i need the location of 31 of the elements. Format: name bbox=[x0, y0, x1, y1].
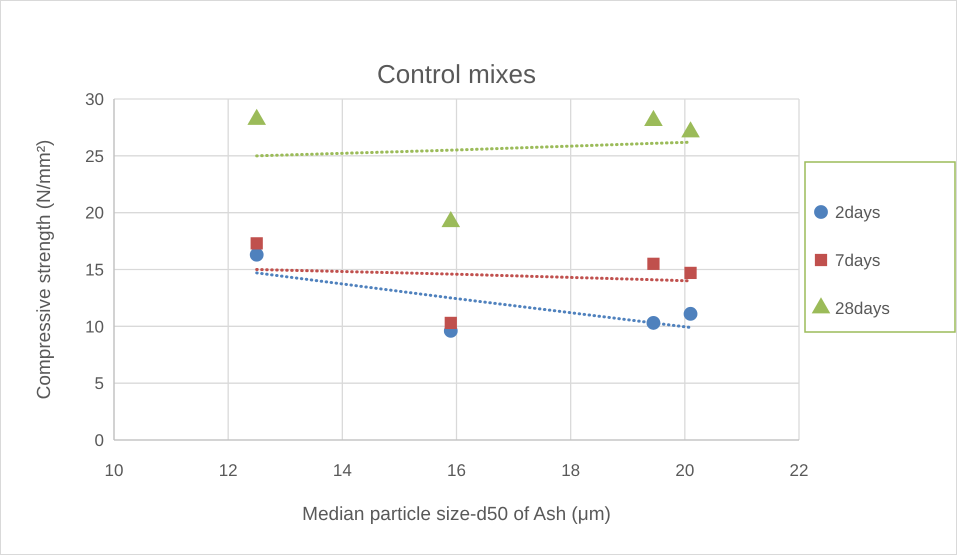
x-tick-label: 12 bbox=[218, 461, 238, 480]
point bbox=[646, 316, 660, 330]
line-series bbox=[255, 271, 692, 329]
x-tick-label: 20 bbox=[675, 461, 694, 480]
x-axis-title: Median particle size-d50 of Ash (μm) bbox=[302, 504, 611, 525]
x-tick-label: 14 bbox=[332, 461, 352, 480]
point bbox=[444, 316, 457, 330]
point bbox=[250, 248, 264, 262]
x-tick-label: 18 bbox=[561, 461, 580, 480]
legend-label: 7days bbox=[835, 250, 880, 270]
point bbox=[250, 237, 263, 250]
point bbox=[247, 108, 266, 125]
chart-title: Control mixes bbox=[377, 59, 536, 89]
legend-label: 28days bbox=[835, 298, 890, 318]
y-tick-label: 15 bbox=[85, 260, 104, 280]
point bbox=[441, 211, 460, 228]
point bbox=[647, 258, 660, 270]
point bbox=[684, 266, 697, 280]
legend-label: 2days bbox=[835, 202, 880, 222]
point bbox=[644, 110, 663, 126]
y-tick-label: 25 bbox=[85, 146, 104, 166]
y-tick-label: 5 bbox=[94, 374, 104, 394]
y-tick-label: 0 bbox=[94, 430, 104, 450]
y-tick-label: 20 bbox=[85, 204, 104, 223]
x-tick-label: 22 bbox=[790, 461, 808, 480]
y-tick-label: 30 bbox=[85, 90, 104, 109]
y-tick-label: 10 bbox=[85, 317, 104, 336]
point bbox=[681, 121, 700, 138]
point bbox=[684, 306, 698, 321]
x-tick-label: 16 bbox=[447, 461, 466, 480]
y-axis-title: Compressive strength (N/mm²) bbox=[34, 140, 55, 400]
